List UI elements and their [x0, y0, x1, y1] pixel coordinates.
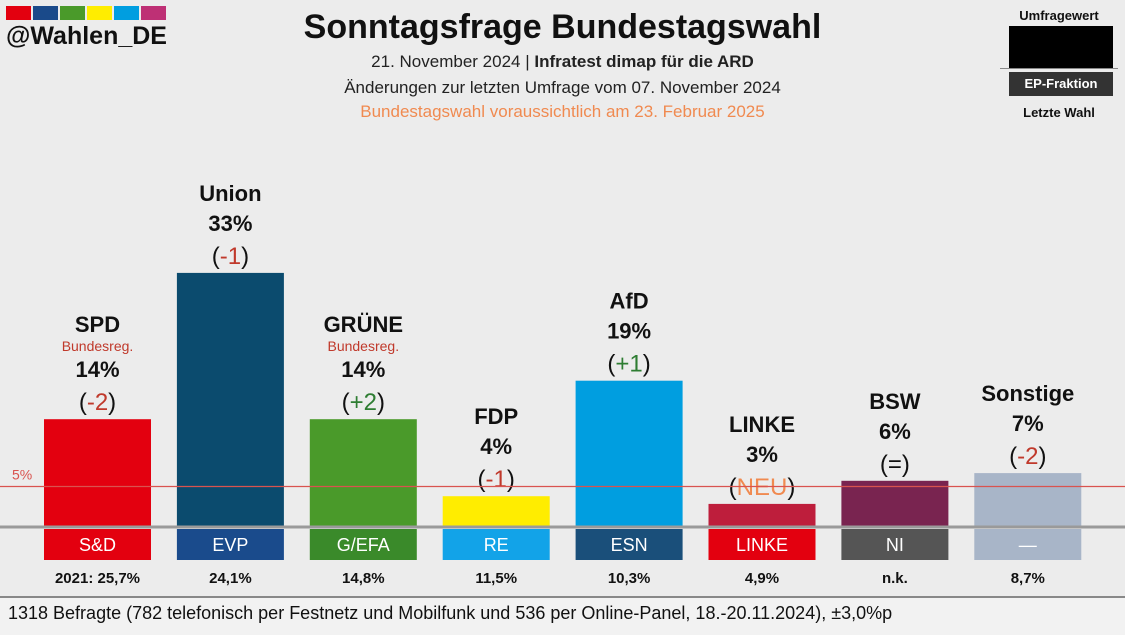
ep-group-box	[974, 529, 1082, 560]
subtitle-election-date: Bundestagswahl voraussichtlich am 23. Fe…	[360, 102, 765, 121]
bar	[176, 272, 284, 527]
ep-group-label: —	[1019, 535, 1037, 555]
last-election-label: n.k.	[882, 570, 908, 587]
ep-group-label: EVP	[212, 535, 248, 555]
logo-swatch	[87, 6, 112, 20]
value-label: 14%	[75, 357, 119, 382]
logo-swatch	[114, 6, 139, 20]
ep-group-box	[176, 529, 284, 560]
change-label: (-1)	[212, 243, 249, 270]
value-label: 7%	[1012, 411, 1044, 436]
value-label: 4%	[480, 434, 512, 459]
logo-swatch	[6, 6, 31, 20]
ep-group-label: G/EFA	[337, 535, 390, 555]
change-label: (+1)	[607, 351, 650, 378]
ep-group-label: NI	[886, 535, 904, 555]
value-label: 6%	[879, 419, 911, 444]
logo-swatch	[141, 6, 166, 20]
category-label: AfD	[610, 289, 649, 314]
bar	[44, 419, 151, 527]
footer-note: 1318 Befragte (782 telefonisch per Festn…	[8, 603, 893, 623]
legend-poll-swatch	[1009, 26, 1113, 68]
value-label: 3%	[746, 442, 778, 467]
legend-poll-label: Umfragewert	[1019, 8, 1099, 23]
bar	[575, 380, 683, 527]
ep-group-label: ESN	[611, 535, 648, 555]
legend: Umfragewert EP-Fraktion Letzte Wahl	[1000, 6, 1118, 124]
category-label: SPD	[75, 312, 120, 337]
bar	[442, 496, 550, 527]
ep-group-box	[841, 529, 949, 560]
chart-title: Sonntagsfrage Bundestagswahl	[303, 8, 822, 46]
last-election-label: 10,3%	[608, 570, 651, 587]
change-label: (-2)	[1009, 443, 1046, 470]
subtitle-date-source: 21. November 2024 | Infratest dimap für …	[0, 52, 1125, 72]
category-label: Sonstige	[981, 381, 1074, 406]
last-election-label: 4,9%	[745, 570, 779, 587]
ep-group-box	[708, 529, 816, 560]
last-election-label: 14,8%	[342, 570, 385, 587]
value-label: 33%	[208, 211, 252, 236]
survey-date: 21. November 2024	[371, 52, 521, 71]
change-label: (+2)	[342, 389, 385, 416]
logo-swatch	[60, 6, 85, 20]
bar	[841, 480, 949, 527]
threshold-label: 5%	[12, 467, 32, 483]
change-label: (-1)	[478, 466, 515, 493]
category-label: Union	[199, 181, 261, 206]
last-election-label: 8,7%	[1011, 570, 1045, 587]
value-label: 14%	[341, 357, 385, 382]
account-handle: @Wahlen_DE	[6, 22, 167, 50]
logo-swatch	[33, 6, 58, 20]
bar	[974, 473, 1082, 527]
last-election-label: 11,5%	[475, 570, 517, 587]
survey-source: Infratest dimap für die ARD	[534, 52, 754, 71]
ep-group-box	[442, 529, 550, 560]
ep-group-label: LINKE	[736, 535, 788, 555]
change-label: (=)	[880, 451, 910, 478]
ep-group-box	[44, 529, 151, 560]
legend-ep-label: EP-Fraktion	[1009, 72, 1113, 96]
legend-last-election-label: Letzte Wahl	[1023, 105, 1095, 120]
sublabel: Bundesreg.	[62, 338, 134, 354]
category-label: FDP	[474, 404, 518, 429]
logo-color-bar	[6, 6, 166, 20]
ep-group-label: S&D	[79, 535, 116, 555]
bar	[708, 503, 816, 527]
ep-group-box	[575, 529, 683, 560]
sublabel: Bundesreg.	[327, 338, 399, 354]
subtitle-changes: Änderungen zur letzten Umfrage vom 07. N…	[344, 78, 781, 97]
category-label: BSW	[869, 389, 921, 414]
change-label: (NEU)	[729, 474, 796, 501]
category-label: LINKE	[729, 412, 795, 437]
bar	[309, 419, 417, 527]
change-label: (-2)	[79, 389, 116, 416]
separator: |	[520, 52, 535, 71]
footer: 1318 Befragte (782 telefonisch per Festn…	[0, 596, 1125, 635]
category-label: GRÜNE	[324, 312, 403, 337]
last-election-label: 2021: 25,7%	[55, 570, 140, 587]
value-label: 19%	[607, 319, 651, 344]
ep-group-label: RE	[484, 535, 509, 555]
legend-divider	[1000, 68, 1118, 69]
ep-group-box	[309, 529, 417, 560]
last-election-label: 24,1%	[209, 570, 252, 587]
